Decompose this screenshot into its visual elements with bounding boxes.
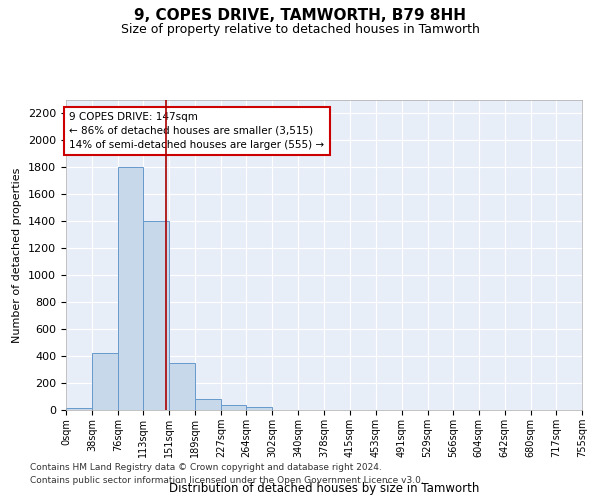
Bar [247, 408, 272, 410]
Bar [169, 363, 195, 410]
Bar [66, 408, 92, 410]
Y-axis label: Number of detached properties: Number of detached properties [13, 168, 22, 342]
Bar [92, 354, 118, 410]
Text: 9 COPES DRIVE: 147sqm
← 86% of detached houses are smaller (3,515)
14% of semi-d: 9 COPES DRIVE: 147sqm ← 86% of detached … [70, 112, 325, 150]
Text: Contains public sector information licensed under the Open Government Licence v3: Contains public sector information licen… [30, 476, 424, 485]
Bar [118, 168, 143, 410]
Text: 9, COPES DRIVE, TAMWORTH, B79 8HH: 9, COPES DRIVE, TAMWORTH, B79 8HH [134, 8, 466, 22]
Text: Contains HM Land Registry data © Crown copyright and database right 2024.: Contains HM Land Registry data © Crown c… [30, 464, 382, 472]
Text: Distribution of detached houses by size in Tamworth: Distribution of detached houses by size … [169, 482, 479, 495]
Bar [143, 222, 169, 410]
Bar [195, 399, 221, 410]
Text: Size of property relative to detached houses in Tamworth: Size of property relative to detached ho… [121, 22, 479, 36]
Bar [221, 406, 247, 410]
